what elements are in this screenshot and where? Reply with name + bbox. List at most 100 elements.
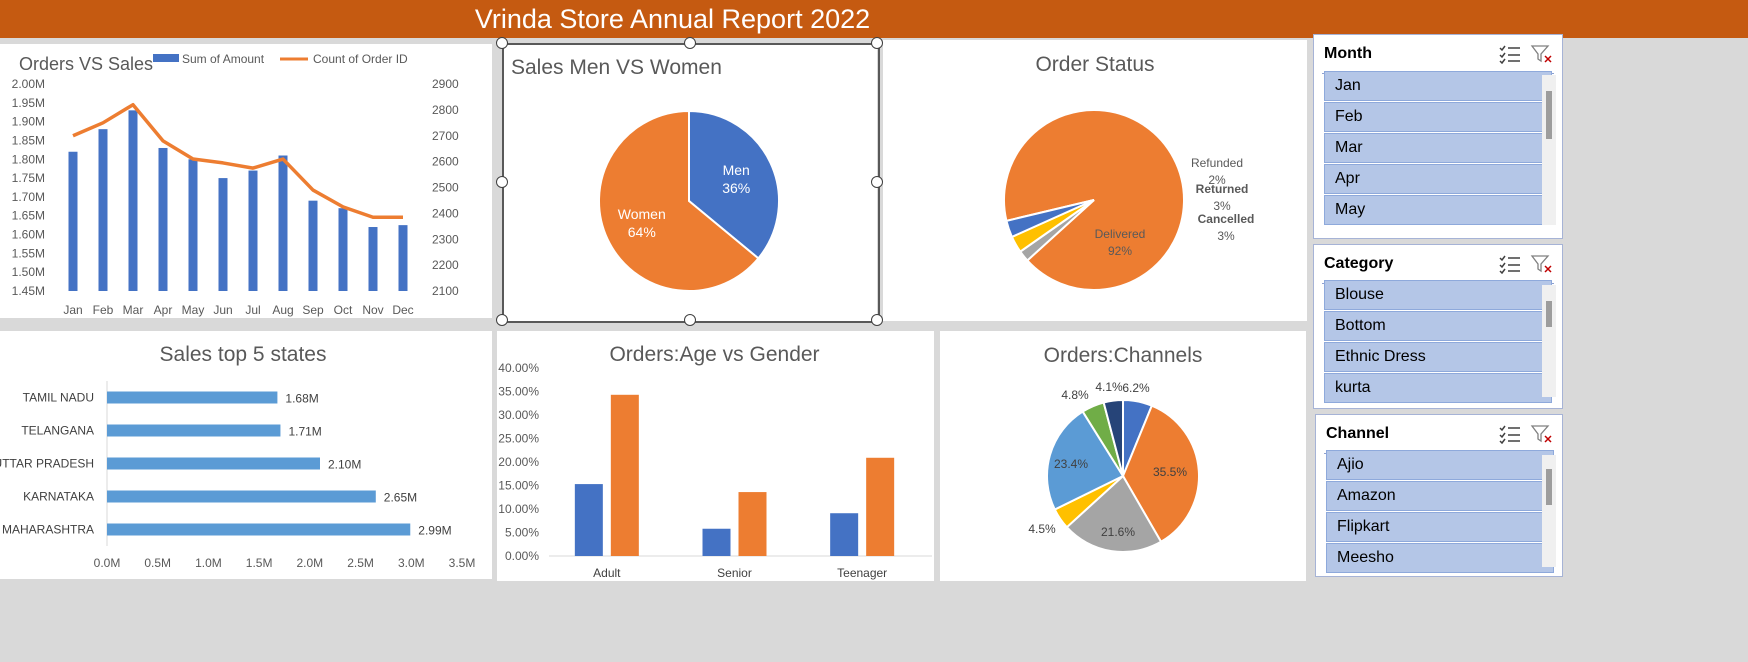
resize-handle[interactable] — [871, 37, 883, 49]
resize-handle[interactable] — [496, 175, 508, 188]
scrollbar-thumb[interactable] — [1546, 91, 1552, 139]
clear-filter-icon[interactable] — [1530, 254, 1554, 274]
pie-slice — [1046, 410, 1125, 511]
pie-slice — [598, 109, 760, 292]
y-right-tick-label: 2400 — [432, 206, 459, 220]
y-right-tick-label: 2600 — [432, 155, 459, 169]
data-label: 2.99M — [418, 524, 451, 538]
y-right-tick-label: 2300 — [432, 232, 459, 246]
chart-title: Sales Men VS Women — [511, 56, 722, 79]
bar — [107, 457, 320, 470]
scrollbar-thumb[interactable] — [1546, 301, 1552, 327]
bar — [107, 391, 278, 404]
slicer-scrollbar[interactable] — [1542, 285, 1556, 397]
bar — [338, 208, 348, 291]
orders-vs-sales-plot: Orders VS Sales Sum of Amount Count of Ord… — [12, 52, 459, 317]
multi-select-icon[interactable] — [1498, 254, 1522, 274]
y-right-tick-label: 2200 — [432, 258, 459, 272]
scrollbar-thumb[interactable] — [1546, 469, 1552, 505]
slicer-item[interactable]: Blouse — [1324, 280, 1552, 310]
month-slicer[interactable]: Month Jan Feb Mar Apr May — [1313, 34, 1563, 239]
slicer-scrollbar[interactable] — [1542, 455, 1556, 567]
y-tick-label: 30.00% — [498, 408, 539, 422]
slice-value: 4.8% — [1061, 388, 1089, 402]
clear-filter-icon[interactable] — [1530, 44, 1554, 64]
slicer-item[interactable]: Apr — [1324, 164, 1552, 194]
x-tick-label: Teenager — [837, 566, 887, 580]
slicer-item[interactable]: kurta — [1324, 373, 1552, 403]
slicer-item[interactable]: Amazon — [1326, 481, 1554, 511]
legend-label-amount: Sum of Amount — [182, 52, 265, 66]
channel-slicer[interactable]: Channel Ajio Amazon Flipkart Meesho — [1315, 414, 1563, 577]
sales-men-women-chart[interactable]: Sales Men VS Women Men 36% Women 64% — [503, 44, 877, 321]
clear-filter-icon[interactable] — [1530, 424, 1554, 444]
y-left-tick-label: 1.85M — [12, 133, 45, 147]
resize-handle[interactable] — [496, 314, 508, 326]
y-left-tick-label: 1.75M — [12, 171, 45, 185]
y-tick-label: UTTAR PRADESH — [0, 457, 94, 471]
x-tick-label: Adult — [593, 566, 621, 580]
slice-label: Men — [723, 162, 750, 178]
y-tick-label: TAMIL NADU — [23, 391, 94, 405]
y-left-tick-label: 1.95M — [12, 96, 45, 110]
slice-value: 3% — [1217, 229, 1235, 243]
slicer-item[interactable]: May — [1324, 195, 1552, 225]
bar — [398, 225, 408, 291]
slicer-item[interactable]: Bottom — [1324, 311, 1552, 341]
slicer-item[interactable]: Meesho — [1326, 543, 1554, 573]
multi-select-icon[interactable] — [1498, 44, 1522, 64]
slice-label: Returned — [1196, 182, 1249, 196]
chart-title: Orders:Age vs Gender — [609, 343, 820, 366]
x-tick-label: Apr — [154, 303, 173, 317]
bar — [218, 178, 228, 291]
x-tick-label: Jun — [213, 303, 232, 317]
slicer-scrollbar[interactable] — [1542, 75, 1556, 225]
chart-title: Order Status — [1035, 53, 1155, 76]
data-label: 2.65M — [384, 491, 417, 505]
chart-title: Sales top 5 states — [159, 343, 327, 366]
y-tick-label: MAHARASHTRA — [2, 523, 94, 537]
bar — [278, 155, 288, 291]
sales-top-states-chart[interactable]: Sales top 5 states TAMIL NADU 1.68M TELANG… — [0, 331, 492, 579]
x-tick-label: 0.5M — [144, 556, 171, 570]
slicer-item[interactable]: Jan — [1324, 71, 1552, 101]
bar — [128, 110, 138, 291]
slice-value: 23.4% — [1054, 457, 1088, 471]
bar — [248, 170, 258, 291]
y-tick-label: 40.00% — [498, 361, 539, 375]
pie-slice — [688, 109, 780, 260]
chart-selection-frame — [502, 43, 880, 323]
y-left-tick-label: 1.45M — [12, 284, 45, 298]
bar — [702, 528, 731, 556]
orders-age-gender-chart[interactable]: Orders:Age vs Gender 40.00% 35.00% 30.00% 2… — [497, 331, 934, 581]
bar — [866, 457, 895, 556]
resize-handle[interactable] — [496, 37, 508, 49]
y-right-tick-label: 2100 — [432, 284, 459, 298]
order-status-chart[interactable]: Order Status Delivered 92% Refunded 2% Retur… — [883, 40, 1307, 321]
x-tick-label: Dec — [392, 303, 413, 317]
multi-select-icon[interactable] — [1498, 424, 1522, 444]
x-tick-label: 2.5M — [347, 556, 374, 570]
resize-handle[interactable] — [683, 314, 696, 326]
orders-vs-sales-chart[interactable]: Orders VS Sales Sum of Amount Count of Ord… — [0, 44, 492, 318]
x-tick-label: 3.5M — [449, 556, 476, 570]
y-right-tick-label: 2500 — [432, 181, 459, 195]
slicer-item[interactable]: Flipkart — [1326, 512, 1554, 542]
x-tick-label: Oct — [334, 303, 353, 317]
y-left-tick-label: 1.50M — [12, 265, 45, 279]
x-tick-label: 3.0M — [398, 556, 425, 570]
slicer-item[interactable]: Feb — [1324, 102, 1552, 132]
resize-handle[interactable] — [683, 37, 696, 49]
slicer-item[interactable]: Ethnic Dress — [1324, 342, 1552, 372]
slicer-item[interactable]: Ajio — [1326, 450, 1554, 480]
resize-handle[interactable] — [871, 175, 883, 188]
resize-handle[interactable] — [871, 314, 883, 326]
bar — [188, 159, 198, 291]
x-tick-label: Feb — [93, 303, 114, 317]
orders-channels-chart[interactable]: Orders:Channels 6.2% 35.5% 21.6% 4.5% 23.4% 4… — [940, 331, 1306, 581]
y-left-tick-label: 1.65M — [12, 209, 45, 223]
y-right-tick-label: 2700 — [432, 129, 459, 143]
slicer-item[interactable]: Mar — [1324, 133, 1552, 163]
category-slicer[interactable]: Category Blouse Bottom Ethnic Dress kurt… — [1313, 244, 1563, 409]
y-tick-label: 15.00% — [498, 479, 539, 493]
